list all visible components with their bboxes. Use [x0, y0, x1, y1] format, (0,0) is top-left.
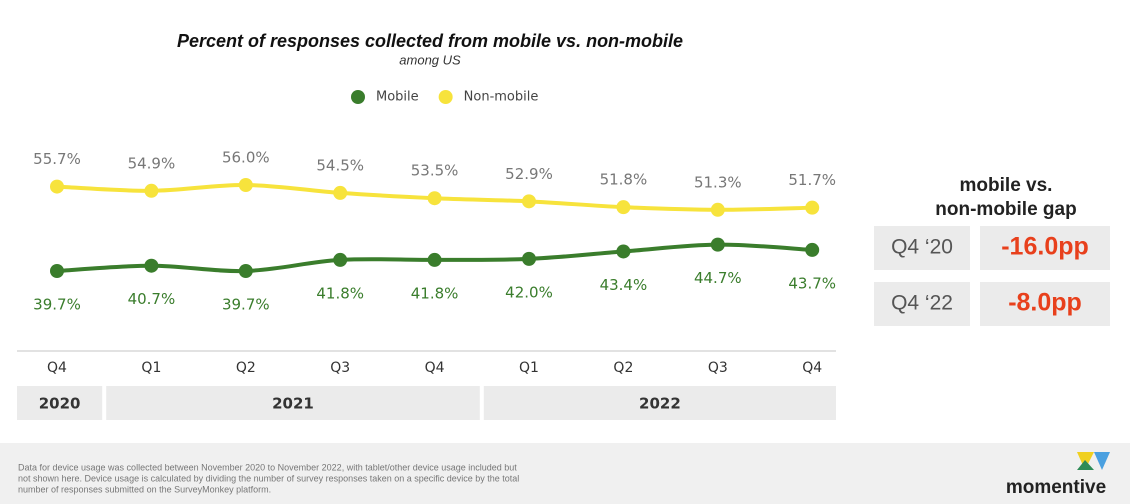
data-point: [427, 252, 442, 267]
data-label: 43.4%: [600, 276, 648, 294]
data-label: 51.7%: [788, 171, 836, 189]
legend-marker: [438, 90, 453, 104]
gap-label: Q4 ‘20: [891, 236, 953, 259]
data-label: 53.5%: [411, 162, 459, 180]
data-point: [522, 251, 536, 266]
gap-title: non-mobile gap: [935, 199, 1076, 220]
logo-icon: [1077, 460, 1094, 470]
data-point: [710, 202, 725, 217]
gap-value: -8.0pp: [1008, 289, 1082, 317]
gap-value-box: [980, 282, 1110, 326]
data-label: 43.7%: [788, 274, 836, 292]
data-label: 42.0%: [505, 283, 553, 301]
year-box: [106, 386, 480, 420]
legend-marker: [351, 90, 365, 104]
x-tick-label: Q4: [425, 360, 445, 376]
data-point: [144, 258, 159, 273]
gap-label-box: [874, 226, 970, 270]
gap-value-box: [980, 226, 1110, 270]
gap-value: -16.0pp: [1001, 233, 1089, 261]
data-point: [805, 200, 820, 215]
year-box: [483, 386, 836, 420]
year-label: 2021: [272, 395, 314, 413]
x-tick-label: Q4: [802, 360, 822, 376]
legend-label: Non-mobile: [464, 90, 539, 105]
data-point: [333, 252, 348, 267]
data-point: [238, 264, 253, 278]
data-point: [238, 178, 253, 192]
data-label: 41.8%: [316, 284, 364, 302]
data-label: 51.8%: [600, 171, 648, 189]
data-point: [50, 264, 64, 278]
x-tick-label: Q2: [613, 360, 633, 376]
footer-note: not shown here. Device usage is calculat…: [18, 473, 519, 483]
data-point: [710, 237, 725, 252]
x-tick-label: Q4: [47, 360, 67, 376]
footer-note: Data for device usage was collected betw…: [18, 462, 517, 472]
data-label: 54.5%: [316, 156, 364, 174]
gap-title: mobile vs.: [960, 175, 1053, 196]
data-point: [805, 242, 820, 257]
data-label: 56.0%: [222, 149, 270, 167]
x-tick-label: Q3: [330, 360, 350, 376]
footer-band: [0, 443, 1130, 504]
footer-note: number of responses submitted on the Sur…: [18, 484, 271, 494]
logo-icon: [1094, 452, 1110, 470]
data-label: 41.8%: [411, 284, 459, 302]
data-label: 54.9%: [128, 154, 176, 172]
gap-label-box: [874, 282, 970, 326]
x-tick-label: Q2: [236, 360, 256, 376]
data-point: [333, 185, 348, 200]
year-label: 2022: [639, 395, 681, 413]
gap-label: Q4 ‘22: [891, 292, 953, 315]
data-point: [522, 194, 536, 209]
x-tick-label: Q1: [141, 360, 161, 376]
x-tick-label: Q3: [708, 360, 728, 376]
data-label: 52.9%: [505, 165, 553, 183]
data-label: 40.7%: [128, 290, 176, 308]
data-point: [616, 244, 631, 259]
data-label: 51.3%: [694, 173, 742, 191]
logo: momentive: [1006, 477, 1106, 498]
data-point: [616, 200, 631, 215]
legend-label: Mobile: [376, 90, 419, 105]
data-label: 55.7%: [33, 150, 81, 168]
data-point: [50, 179, 64, 194]
year-label: 2020: [39, 395, 81, 413]
chart-title: Percent of responses collected from mobi…: [177, 31, 683, 51]
data-label: 44.7%: [694, 269, 742, 287]
x-tick-label: Q1: [519, 360, 539, 376]
year-box: [17, 386, 103, 420]
chart-subtitle: among US: [399, 52, 461, 67]
data-label: 39.7%: [33, 296, 81, 314]
data-point: [144, 183, 159, 198]
data-point: [427, 191, 442, 206]
data-label: 39.7%: [222, 296, 270, 314]
